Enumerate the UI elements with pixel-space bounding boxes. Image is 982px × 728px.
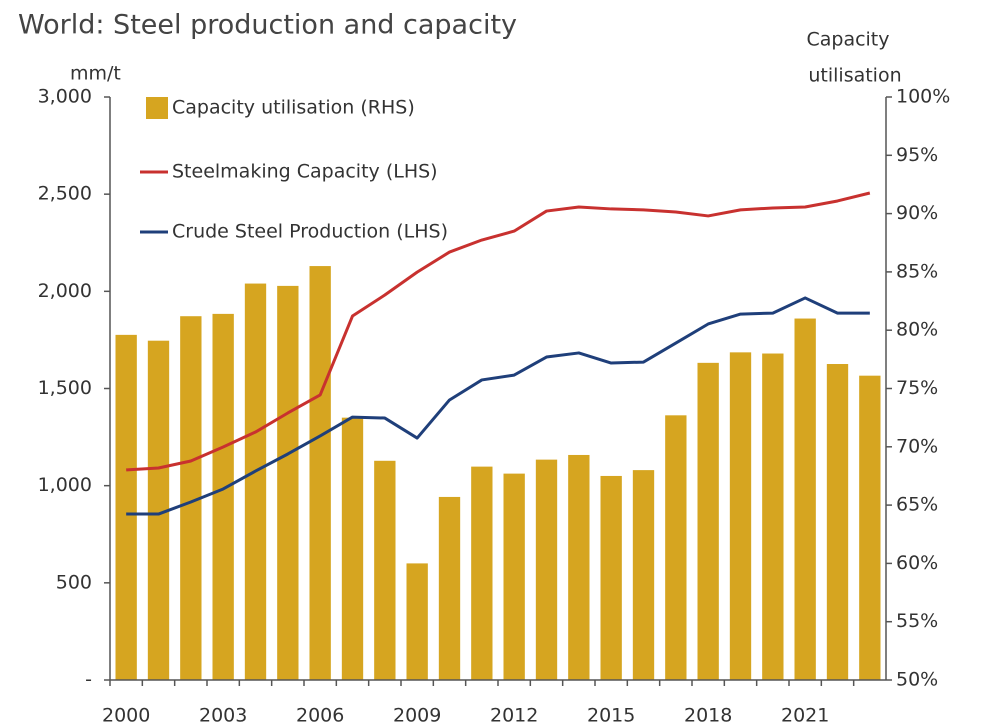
y2-tick-label: 80% [896, 319, 938, 341]
chart-title: World: Steel production and capacity [18, 10, 517, 41]
bar [115, 334, 137, 680]
y2-tick-label: 65% [896, 494, 938, 516]
bar [147, 340, 170, 680]
y2-tick-label: 60% [896, 552, 938, 574]
legend-label: Crude Steel Production (LHS) [172, 221, 448, 243]
bar [632, 470, 655, 680]
x-tick-label: 2006 [296, 705, 344, 727]
x-tick-label: 2000 [102, 705, 150, 727]
bar [212, 313, 234, 680]
bar [341, 417, 364, 680]
bar [762, 353, 784, 680]
bar [374, 460, 396, 680]
legend-label: Capacity utilisation (RHS) [172, 97, 415, 119]
bar [503, 473, 525, 680]
bar [438, 496, 461, 680]
bar [826, 364, 849, 680]
bar [180, 316, 202, 680]
y2-tick-label: 85% [896, 260, 938, 282]
y-tick-label: 500 [56, 571, 92, 593]
y-tick-label: 1,000 [38, 474, 92, 496]
y2-tick-label: 70% [896, 435, 938, 457]
bar [568, 454, 590, 680]
y-tick-label: 1,500 [38, 377, 92, 399]
x-tick-label: 2009 [393, 705, 441, 727]
y-tick-label: 2,000 [38, 280, 92, 302]
y2-axis-label: Capacity [806, 29, 889, 51]
y2-tick-label: 50% [896, 669, 938, 691]
x-tick-label: 2003 [199, 705, 247, 727]
bar [665, 415, 687, 680]
bar [794, 318, 816, 680]
bar [859, 375, 881, 680]
y2-tick-label: 75% [896, 377, 938, 399]
y2-tick-label: 100% [896, 86, 950, 108]
legend-label: Steelmaking Capacity (LHS) [172, 161, 438, 183]
bar [535, 459, 558, 680]
line [126, 296, 870, 516]
x-tick-label: 2015 [587, 705, 635, 727]
legend-swatch [146, 97, 168, 119]
bar [406, 563, 428, 680]
y2-axis-label: utilisation [808, 65, 901, 87]
bar [309, 266, 331, 680]
bar [244, 283, 267, 680]
bar [277, 285, 299, 680]
x-tick-label: 2018 [684, 705, 732, 727]
bar [697, 362, 719, 680]
x-tick-label: 2021 [781, 705, 829, 727]
y2-tick-label: 90% [896, 202, 938, 224]
bar [600, 475, 622, 680]
y-tick-label: - [85, 669, 92, 691]
y-axis-label: mm/t [70, 63, 121, 85]
y-tick-label: 3,000 [38, 86, 92, 108]
y-tick-label: 2,500 [38, 183, 92, 205]
line [126, 191, 871, 472]
x-tick-label: 2012 [490, 705, 538, 727]
y2-tick-label: 55% [896, 610, 938, 632]
bar [729, 352, 752, 680]
bar [471, 466, 493, 680]
y2-tick-label: 95% [896, 144, 938, 166]
